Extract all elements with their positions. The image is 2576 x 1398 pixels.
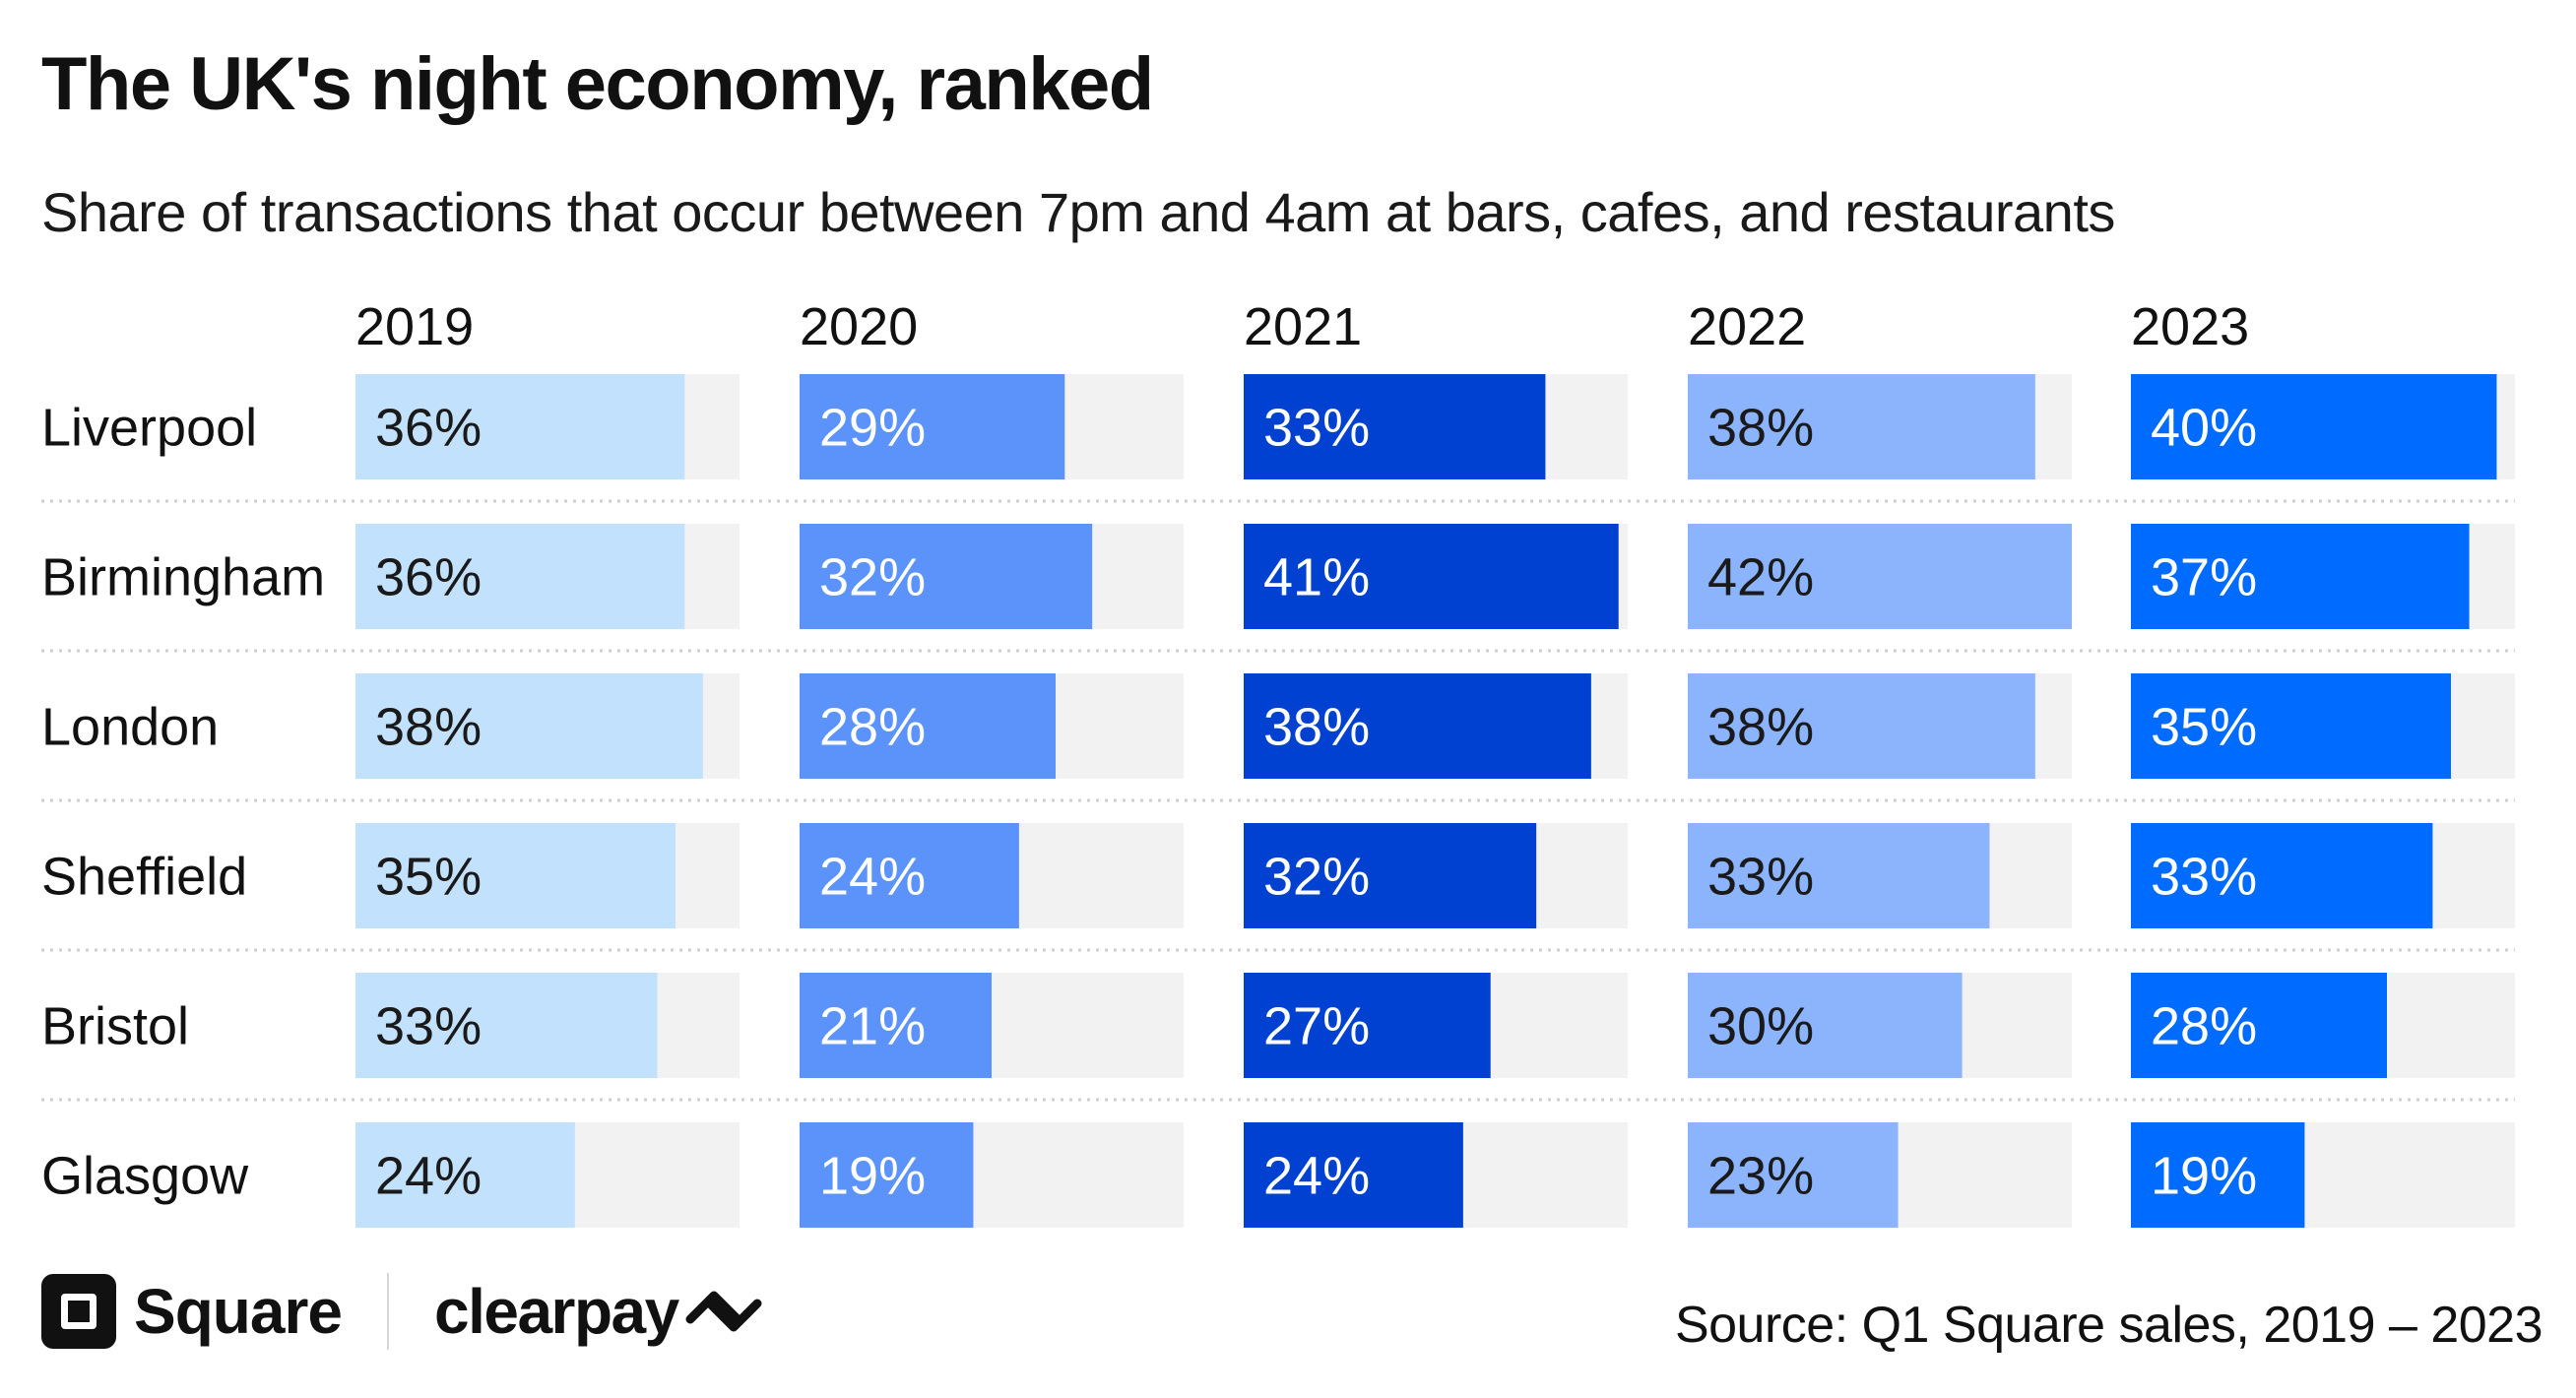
chart-subtitle: Share of transactions that occur between… xyxy=(41,181,2115,243)
bar-sheffield-2021 xyxy=(1244,823,1537,928)
bar-london-2023 xyxy=(2131,673,2451,779)
data-label-bristol-2020: 21% xyxy=(819,997,926,1056)
clearpay-brand-name: clearpay xyxy=(433,1276,679,1347)
bar-glasgow-2023 xyxy=(2131,1122,2305,1228)
row-label-sheffield: Sheffield xyxy=(41,848,247,907)
bar-sheffield-2020 xyxy=(800,823,1019,928)
data-label-sheffield-2020: 24% xyxy=(819,848,926,907)
data-label-liverpool-2020: 29% xyxy=(819,399,926,458)
data-label-birmingham-2022: 42% xyxy=(1707,548,1814,607)
column-header-2022: 2022 xyxy=(1688,297,1806,356)
bar-glasgow-2019 xyxy=(355,1122,575,1228)
row-label-liverpool: Liverpool xyxy=(41,399,257,458)
data-label-bristol-2021: 27% xyxy=(1263,997,1370,1056)
bar-bristol-2020 xyxy=(800,973,992,1078)
data-label-sheffield-2021: 32% xyxy=(1263,848,1370,907)
row-label-glasgow: Glasgow xyxy=(41,1147,249,1206)
source-note: Source: Q1 Square sales, 2019 – 2023 xyxy=(1674,1297,2544,1354)
bar-london-2022 xyxy=(1688,673,2035,779)
clearpay-arrows-icon xyxy=(685,1291,762,1332)
bar-liverpool-2019 xyxy=(355,374,685,479)
data-label-bristol-2019: 33% xyxy=(375,997,482,1056)
data-label-birmingham-2021: 41% xyxy=(1263,548,1370,607)
data-label-sheffield-2023: 33% xyxy=(2151,848,2257,907)
bar-birmingham-2020 xyxy=(800,524,1093,629)
data-label-glasgow-2020: 19% xyxy=(819,1147,926,1206)
data-label-birmingham-2019: 36% xyxy=(375,548,482,607)
row-label-bristol: Bristol xyxy=(41,997,189,1056)
bar-birmingham-2019 xyxy=(355,524,685,629)
bar-bristol-2022 xyxy=(1688,973,1963,1078)
bar-liverpool-2022 xyxy=(1688,374,2035,479)
row-label-london: London xyxy=(41,698,219,757)
column-header-2020: 2020 xyxy=(800,297,918,356)
data-label-london-2019: 38% xyxy=(375,698,482,757)
bar-glasgow-2021 xyxy=(1244,1122,1463,1228)
column-header-2023: 2023 xyxy=(2131,297,2249,356)
brand-divider xyxy=(386,1273,389,1350)
data-label-glasgow-2022: 23% xyxy=(1707,1147,1814,1206)
bar-london-2019 xyxy=(355,673,703,779)
data-label-london-2023: 35% xyxy=(2151,698,2257,757)
data-label-sheffield-2022: 33% xyxy=(1707,848,1814,907)
chart-title: The UK's night economy, ranked xyxy=(41,42,1154,126)
data-label-liverpool-2021: 33% xyxy=(1263,399,1370,458)
column-header-2019: 2019 xyxy=(355,297,474,356)
bar-liverpool-2021 xyxy=(1244,374,1546,479)
data-label-glasgow-2021: 24% xyxy=(1263,1147,1370,1206)
data-label-bristol-2023: 28% xyxy=(2151,997,2257,1056)
column-header-2021: 2021 xyxy=(1244,297,1362,356)
data-label-liverpool-2023: 40% xyxy=(2151,399,2257,458)
bar-bristol-2019 xyxy=(355,973,658,1078)
bar-london-2021 xyxy=(1244,673,1591,779)
data-label-bristol-2022: 30% xyxy=(1707,997,1814,1056)
data-label-london-2020: 28% xyxy=(819,698,926,757)
bar-sheffield-2023 xyxy=(2131,823,2433,928)
bar-birmingham-2021 xyxy=(1244,524,1619,629)
bar-london-2020 xyxy=(800,673,1056,779)
bar-sheffield-2022 xyxy=(1688,823,1990,928)
bar-birmingham-2023 xyxy=(2131,524,2470,629)
data-label-liverpool-2019: 36% xyxy=(375,399,482,458)
data-label-glasgow-2019: 24% xyxy=(375,1147,482,1206)
data-label-birmingham-2020: 32% xyxy=(819,548,926,607)
row-label-birmingham: Birmingham xyxy=(41,548,325,607)
data-label-london-2022: 38% xyxy=(1707,698,1814,757)
square-logo-icon xyxy=(41,1274,116,1349)
square-brand-name: Square xyxy=(134,1276,343,1347)
bar-bristol-2021 xyxy=(1244,973,1491,1078)
bar-glasgow-2020 xyxy=(800,1122,974,1228)
bar-liverpool-2020 xyxy=(800,374,1065,479)
bar-chart: 2019 2020 2021 2022 2023 Liverpool 36% 29% 33% 38… xyxy=(41,297,2515,1228)
data-label-london-2021: 38% xyxy=(1263,698,1370,757)
data-label-glasgow-2023: 19% xyxy=(2151,1147,2257,1206)
brand-logos: Square clearpay xyxy=(41,1270,763,1353)
bar-liverpool-2023 xyxy=(2131,374,2497,479)
data-label-sheffield-2019: 35% xyxy=(375,848,482,907)
data-label-birmingham-2023: 37% xyxy=(2151,548,2257,607)
bar-birmingham-2022 xyxy=(1688,524,2072,629)
bar-glasgow-2022 xyxy=(1688,1122,1899,1228)
bar-sheffield-2019 xyxy=(355,823,676,928)
data-label-liverpool-2022: 38% xyxy=(1707,399,1814,458)
bar-bristol-2023 xyxy=(2131,973,2387,1078)
